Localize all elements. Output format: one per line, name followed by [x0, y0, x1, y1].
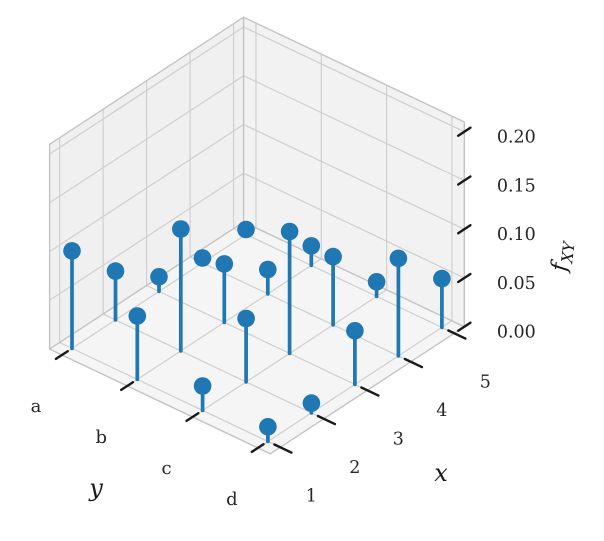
- z-tick-label-0.10: 0.10: [497, 225, 536, 245]
- y-axis-label: y: [88, 474, 103, 502]
- x-tick-mark: [316, 414, 337, 426]
- floor-edge-back: [48, 221, 245, 350]
- floor-gridline-x: [58, 341, 281, 448]
- stem-marker-x3-yd: [346, 322, 364, 340]
- wall-gridline-z-left: [48, 75, 245, 204]
- x-tick-label-2: 2: [349, 458, 360, 478]
- z-tick-mark: [457, 321, 472, 332]
- stem-marker-x4-yc: [324, 247, 342, 266]
- wall-gridline-z-right: [243, 26, 465, 133]
- floor-gridline-x: [189, 256, 412, 363]
- y-tick-mark: [250, 443, 265, 454]
- stem-marker-x1-yc: [193, 377, 212, 395]
- y-tick-label-d: d: [226, 489, 238, 510]
- y-tick-mark: [119, 381, 135, 392]
- floor-gridline-x: [146, 284, 368, 391]
- x-tick-mark: [273, 443, 293, 454]
- floor-edge-left: [48, 348, 271, 455]
- floor-edge-right: [242, 221, 465, 328]
- wall-gridline-z-right: [243, 172, 465, 279]
- stem-marker-x1-yd: [259, 418, 277, 436]
- wall-edge-top-left: [48, 16, 245, 146]
- stem-marker-x3-ya: [150, 268, 168, 286]
- stem-marker-x5-yc: [367, 273, 386, 291]
- x-tick-mark: [360, 386, 380, 397]
- stem-marker-x5-ya: [237, 220, 255, 239]
- z-tick-label-0.00: 0.00: [497, 323, 536, 343]
- x-tick-label-3: 3: [393, 429, 404, 449]
- stem-marker-x4-yd: [389, 249, 408, 268]
- x-tick-label-1: 1: [306, 486, 317, 506]
- x-tick-label-4: 4: [436, 401, 447, 421]
- tick-marks: [54, 126, 472, 454]
- stem-marker-x1-yb: [128, 307, 147, 325]
- z-tick-mark: [457, 272, 472, 284]
- stem-marker-x4-ya: [193, 249, 212, 267]
- stem-marker-x1-ya: [63, 242, 81, 260]
- z-tick-label-0.05: 0.05: [497, 274, 536, 294]
- wall-gridline-z-right: [243, 123, 465, 230]
- stem-marker-x2-ya: [106, 262, 125, 280]
- z-axis-label: fXY: [547, 238, 579, 275]
- x-tick-mark: [403, 357, 424, 369]
- floor-gridline-x: [233, 227, 455, 334]
- right-wall-pane: [243, 17, 465, 327]
- z-tick-mark: [457, 126, 472, 137]
- y-tick-label-a: a: [31, 396, 42, 417]
- x-axis-label: x: [434, 459, 448, 487]
- axis-labels: y x fXY: [88, 238, 579, 502]
- z-tick-mark: [457, 175, 472, 186]
- wall-gridline-z-left: [48, 26, 245, 155]
- wall-gridline-z-right: [243, 75, 465, 182]
- y-tick-label-b: b: [96, 427, 108, 448]
- z-tick-mark: [457, 223, 472, 235]
- y-tick-mark: [54, 350, 69, 361]
- floor-gridline-x: [102, 313, 325, 420]
- stem-marker-x2-yd: [302, 394, 321, 412]
- wall-gridline-z-left: [48, 172, 245, 301]
- z-tick-label-0.15: 0.15: [497, 177, 536, 197]
- stem-marker-x2-yc: [237, 309, 255, 328]
- tick-labels: a b c d 1 2 3 4 5 0.00 0.05 0.10 0.15 0.20: [31, 128, 536, 510]
- stem-marker-x2-yb: [172, 220, 190, 238]
- y-tick-mark: [185, 412, 200, 423]
- stem-marker-x3-yb: [215, 255, 234, 273]
- stem-marker-x5-yd: [433, 269, 451, 288]
- y-tick-label-c: c: [162, 458, 172, 479]
- z-tick-label-0.20: 0.20: [497, 128, 536, 148]
- x-tick-label-5: 5: [480, 372, 491, 392]
- stem-marker-x5-yb: [302, 237, 321, 255]
- stem-marker-x4-yb: [259, 260, 277, 279]
- wall-edge-top-right: [242, 16, 465, 123]
- wall-gridline-z-left: [48, 123, 245, 253]
- stem-series: [63, 220, 451, 444]
- x-tick-mark: [447, 329, 467, 340]
- stem-marker-x3-yc: [280, 222, 299, 241]
